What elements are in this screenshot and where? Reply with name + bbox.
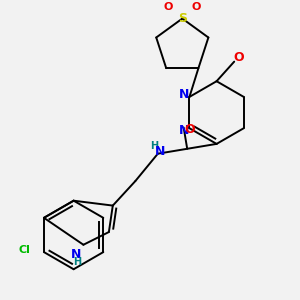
Text: N: N xyxy=(178,88,189,101)
Text: N: N xyxy=(178,124,189,137)
Text: N: N xyxy=(70,248,81,261)
Text: O: O xyxy=(191,2,201,12)
Text: H: H xyxy=(150,141,158,151)
Text: Cl: Cl xyxy=(18,245,30,255)
Text: S: S xyxy=(178,12,187,25)
Text: O: O xyxy=(184,123,195,136)
Text: O: O xyxy=(234,51,244,64)
Text: N: N xyxy=(154,145,165,158)
Text: H: H xyxy=(74,257,82,267)
Text: O: O xyxy=(164,2,173,12)
